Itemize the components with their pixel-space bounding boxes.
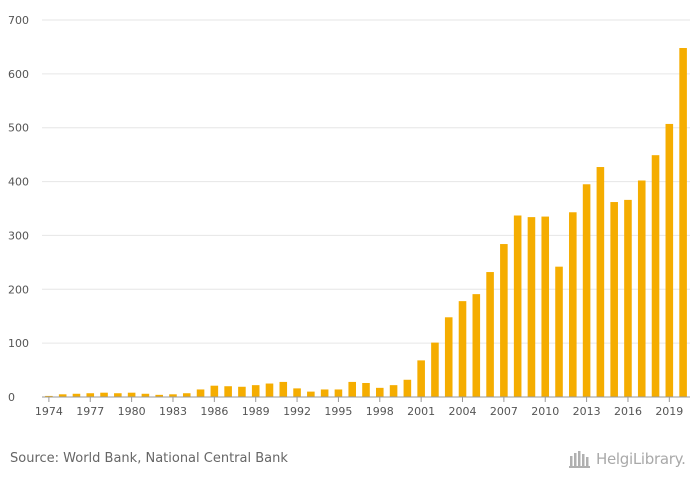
y-axis: 0 100 200 300 400 500 600 700 bbox=[8, 14, 29, 404]
bar bbox=[472, 294, 481, 397]
y-tick-label: 500 bbox=[8, 122, 29, 135]
x-tick-label: 1974 bbox=[35, 405, 63, 418]
bar bbox=[624, 199, 632, 397]
bar bbox=[169, 394, 177, 397]
x-tick-label: 1986 bbox=[200, 405, 228, 418]
y-tick-label: 400 bbox=[8, 176, 29, 189]
source-note: Source: World Bank, National Central Ban… bbox=[10, 451, 288, 466]
x-tick-label: 2019 bbox=[655, 405, 683, 418]
x-tick-label: 2007 bbox=[490, 405, 518, 418]
x-tick-label: 1992 bbox=[283, 405, 311, 418]
x-tick-label: 2013 bbox=[573, 405, 601, 418]
bar bbox=[251, 385, 260, 397]
bar bbox=[513, 215, 522, 397]
x-tick-label: 2001 bbox=[407, 405, 435, 418]
bar bbox=[238, 386, 246, 397]
bar bbox=[389, 385, 398, 397]
bar bbox=[114, 393, 122, 397]
bar bbox=[196, 389, 205, 397]
bar bbox=[665, 123, 674, 398]
x-tick-label: 2016 bbox=[614, 405, 642, 418]
y-tick-label: 300 bbox=[8, 229, 29, 242]
x-tick-label: 1995 bbox=[324, 405, 352, 418]
brand-name: HelgiLibrary. bbox=[596, 450, 686, 468]
bar bbox=[403, 379, 412, 397]
bar bbox=[293, 388, 301, 397]
x-tick-label: 1989 bbox=[242, 405, 270, 418]
x-tick-label: 2010 bbox=[531, 405, 559, 418]
y-tick-label: 700 bbox=[8, 14, 29, 27]
bar bbox=[679, 48, 687, 398]
bar bbox=[362, 382, 370, 397]
bar bbox=[348, 381, 357, 397]
bars bbox=[45, 48, 687, 398]
bar bbox=[265, 383, 274, 397]
bar bbox=[100, 392, 108, 397]
bar bbox=[334, 389, 343, 397]
bar bbox=[637, 180, 646, 397]
bar bbox=[431, 342, 439, 397]
bar bbox=[224, 386, 232, 397]
bar bbox=[45, 395, 53, 397]
bar bbox=[58, 394, 67, 397]
bar bbox=[596, 167, 605, 397]
bar bbox=[279, 381, 288, 397]
bar bbox=[155, 394, 163, 397]
bar bbox=[127, 392, 136, 397]
bar bbox=[182, 393, 191, 397]
bar bbox=[72, 393, 81, 397]
bar bbox=[541, 216, 550, 397]
y-tick-label: 200 bbox=[8, 283, 29, 296]
x-tick-label: 1998 bbox=[366, 405, 394, 418]
helgi-building-icon bbox=[569, 451, 590, 468]
bar bbox=[555, 266, 563, 397]
bar bbox=[500, 244, 508, 397]
brand-logo[interactable]: HelgiLibrary. bbox=[568, 449, 686, 469]
bar bbox=[86, 393, 95, 397]
bar bbox=[569, 212, 577, 397]
bar bbox=[375, 387, 384, 397]
x-tick-label: 1983 bbox=[159, 405, 187, 418]
bar bbox=[141, 393, 150, 397]
y-tick-label: 600 bbox=[8, 68, 29, 81]
y-tick-label: 0 bbox=[8, 391, 15, 404]
bar bbox=[458, 301, 467, 397]
x-tick-label: 2004 bbox=[449, 405, 477, 418]
bar bbox=[307, 391, 315, 397]
bar bbox=[582, 184, 591, 397]
x-axis: 1974 1977 1980 1983 1986 1989 1992 1995 1998 2001… bbox=[35, 396, 690, 418]
bar bbox=[651, 155, 660, 397]
x-tick-label: 1977 bbox=[76, 405, 104, 418]
y-tick-label: 100 bbox=[8, 337, 29, 350]
bar bbox=[320, 389, 329, 397]
bar bbox=[444, 317, 453, 397]
bar bbox=[417, 360, 425, 397]
bar bbox=[486, 272, 494, 397]
bar bbox=[610, 202, 618, 397]
grid-lines bbox=[42, 19, 690, 344]
bar bbox=[210, 385, 219, 397]
x-tick-label: 1980 bbox=[118, 405, 146, 418]
bar bbox=[527, 217, 536, 397]
